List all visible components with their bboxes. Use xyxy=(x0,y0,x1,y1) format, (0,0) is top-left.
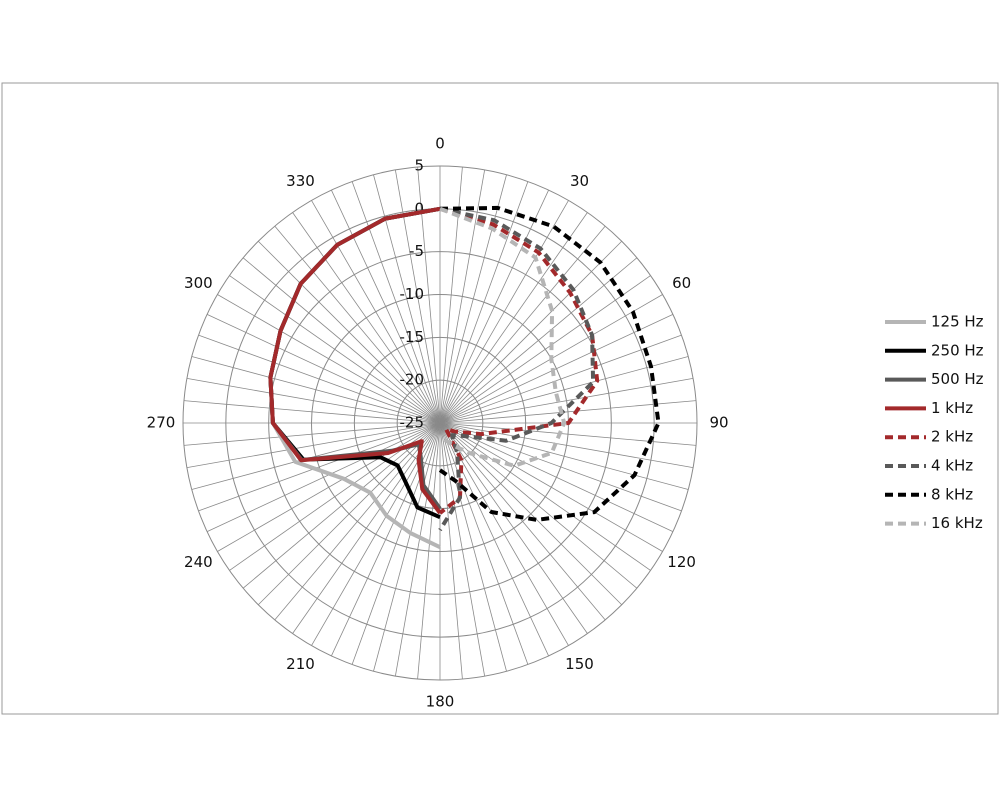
legend-label: 4 kHz xyxy=(931,457,973,475)
theta-tick-label: 150 xyxy=(565,655,594,673)
legend-label: 250 Hz xyxy=(931,341,984,359)
theta-tick-label: 0 xyxy=(435,135,445,153)
legend-label: 500 Hz xyxy=(931,370,984,388)
r-tick-label: -25 xyxy=(400,414,425,432)
theta-tick-label: 210 xyxy=(286,655,315,673)
r-tick-label: -20 xyxy=(400,371,425,389)
r-tick-label: 5 xyxy=(414,157,424,175)
legend-label: 8 kHz xyxy=(931,485,973,503)
grid-ring xyxy=(182,165,698,681)
theta-tick-label: 240 xyxy=(184,553,213,571)
r-tick-label: 0 xyxy=(414,199,424,217)
theta-tick-label: 270 xyxy=(147,414,176,432)
legend-label: 2 kHz xyxy=(931,428,973,446)
r-tick-label: -15 xyxy=(400,328,425,346)
series-line xyxy=(438,206,596,532)
theta-tick-label: 120 xyxy=(667,553,696,571)
theta-tick-label: 60 xyxy=(672,274,691,292)
r-tick-label: -10 xyxy=(400,285,425,303)
theta-tick-label: 300 xyxy=(184,274,213,292)
legend-label: 125 Hz xyxy=(931,313,984,331)
grid-ring xyxy=(268,251,612,595)
theta-tick-label: 30 xyxy=(570,172,589,190)
legend-label: 1 kHz xyxy=(931,399,973,417)
chart-frame xyxy=(1,82,999,715)
series-line xyxy=(438,205,661,522)
grid-ring xyxy=(396,379,484,467)
theta-tick-label: 90 xyxy=(709,414,728,432)
theta-tick-label: 330 xyxy=(286,172,315,190)
series-line xyxy=(439,206,567,468)
r-tick-label: -5 xyxy=(409,242,424,260)
legend-label: 16 kHz xyxy=(931,514,983,532)
series-line xyxy=(438,206,600,515)
theta-tick-label: 180 xyxy=(426,693,455,711)
series-line xyxy=(268,206,442,515)
